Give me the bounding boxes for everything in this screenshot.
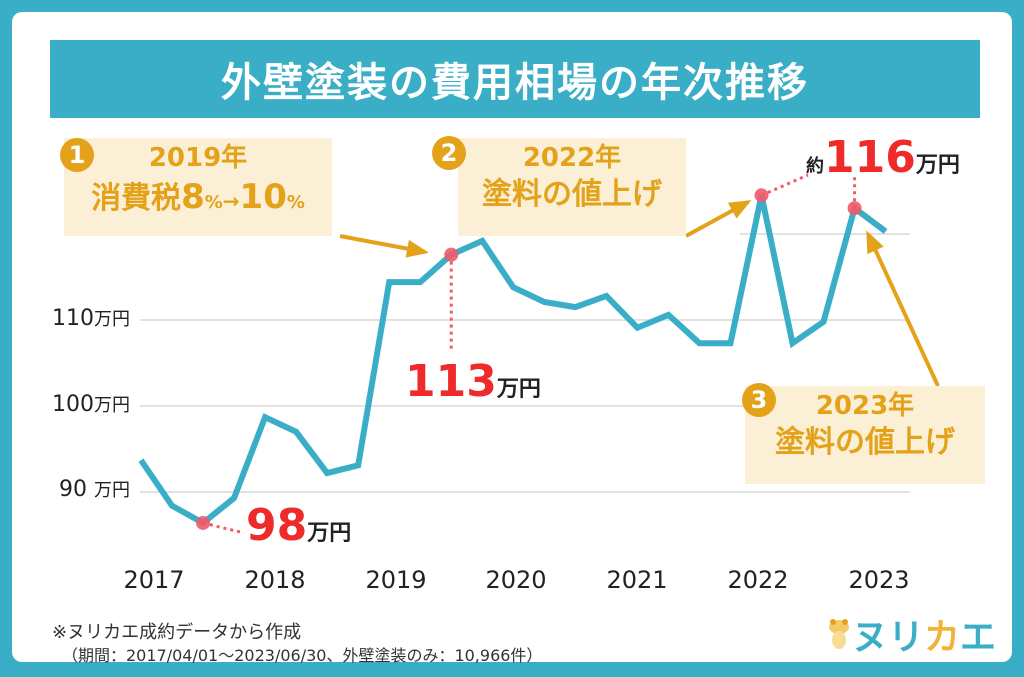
callout-1-text: 消費税8%→10% <box>91 176 305 217</box>
logo-text-ri: リ <box>888 617 925 658</box>
x-tick-label-2021: 2021 <box>606 566 668 594</box>
logo-text-e: エ <box>960 617 997 658</box>
x-tick-label-2019: 2019 <box>365 566 427 594</box>
x-tick-label-2020: 2020 <box>485 566 547 594</box>
arrow-to-2023-head <box>866 230 884 255</box>
x-tick-label-2018: 2018 <box>244 566 306 594</box>
arrow-to-2022-head <box>727 200 752 219</box>
nurikae-logo: ヌリカエ <box>826 608 996 660</box>
leader-min <box>202 521 245 535</box>
logo-text-ka: カ <box>924 617 961 658</box>
callout-3-year: 2023年 <box>815 391 915 421</box>
callout-1-number-badge: 1 <box>60 138 94 172</box>
callout-2-year: 2022年 <box>522 143 622 173</box>
leader-peak-2022 <box>760 173 809 197</box>
callout-1-year: 2019年 <box>148 143 248 173</box>
arrow-to-2023 <box>866 233 940 387</box>
footnote-source: ※ヌリカエ成約データから作成 <box>52 622 302 643</box>
footnote-period: （期間：2017/04/01～2023/06/30、外壁塗装のみ：10,966件… <box>62 646 543 665</box>
logo-text-nu: ヌ <box>852 617 889 658</box>
callout-2-text: 塗料の値上げ <box>482 176 662 212</box>
value-label-2019: 113万円 <box>405 356 541 407</box>
callout-consumption-tax: 2019年 消費税8%→10% <box>64 138 332 236</box>
y-tick-label-90: 90 万円 <box>59 477 130 502</box>
y-tick-label-110: 110万円 <box>52 306 130 331</box>
callout-paint-price-2023: 2023年 塗料の値上げ <box>745 386 985 484</box>
callout-3-number-badge: 3 <box>742 383 776 417</box>
x-tick-label-2022: 2022 <box>727 566 789 594</box>
chart-title: 外壁塗装の費用相場の年次推移 <box>50 40 980 118</box>
callout-2-number-badge: 2 <box>432 136 466 170</box>
value-label-peak: 約116万円 <box>806 132 960 183</box>
y-tick-label-100: 100万円 <box>52 392 130 417</box>
chart-card <box>12 12 1012 662</box>
callout-paint-price-2022: 2022年 塗料の値上げ <box>458 138 686 236</box>
value-label-min: 98万円 <box>246 500 352 551</box>
x-tick-label-2023: 2023 <box>848 566 910 594</box>
frog-mascot-icon <box>829 619 849 649</box>
x-tick-label-2017: 2017 <box>123 566 185 594</box>
callout-3-text: 塗料の値上げ <box>775 424 955 460</box>
arrow-to-2019-head <box>405 239 429 258</box>
